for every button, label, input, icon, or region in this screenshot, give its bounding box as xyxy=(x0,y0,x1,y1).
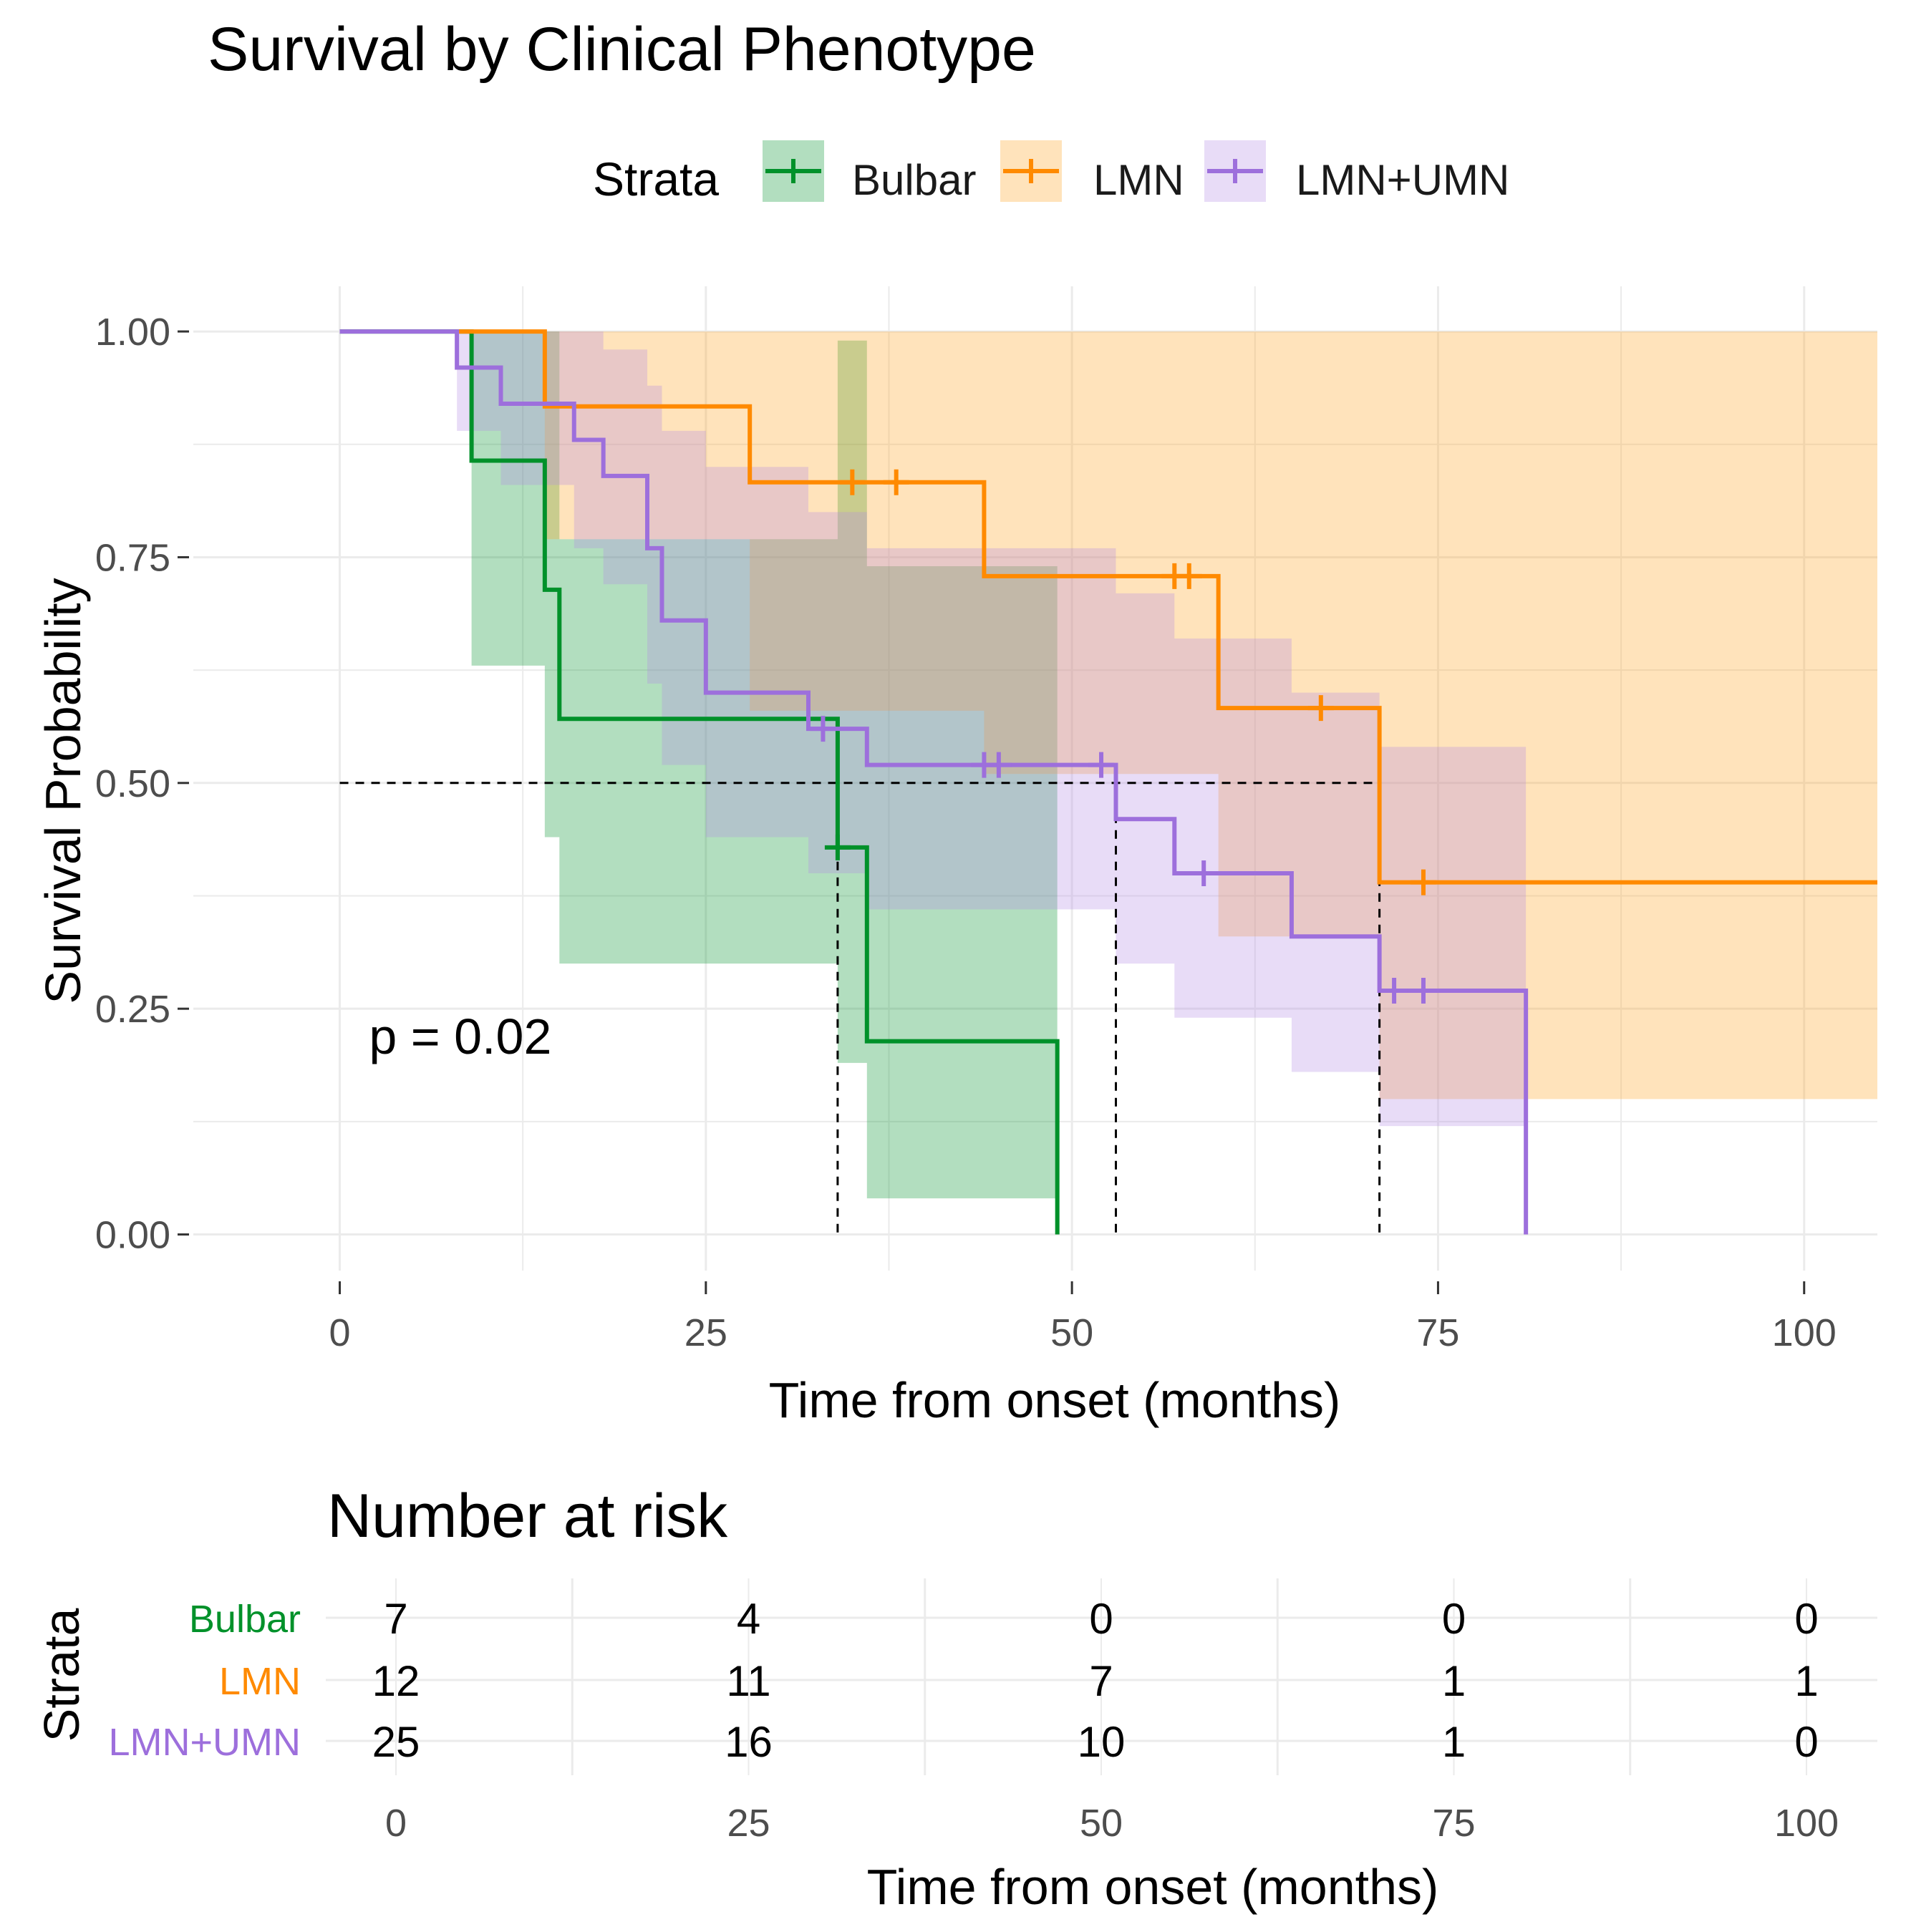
censor-mark xyxy=(824,834,851,860)
censor-mark xyxy=(1191,860,1217,886)
risk-row-bulbar: Bulbar 7 4 0 0 0 xyxy=(189,1595,1819,1643)
curve-lmn xyxy=(457,329,1877,885)
risk-x-tick-label: 100 xyxy=(1774,1802,1839,1845)
y-tick-label: 0.50 xyxy=(95,762,170,805)
risk-row-lmn: LMN 12 11 7 1 1 xyxy=(219,1657,1819,1705)
risk-count: 10 xyxy=(1078,1718,1126,1766)
risk-x-tick-label: 75 xyxy=(1432,1802,1475,1845)
legend-label: LMN+UMN xyxy=(1296,156,1509,204)
risk-count: 16 xyxy=(725,1718,773,1766)
censor-marks xyxy=(810,469,1436,1004)
risk-count: 0 xyxy=(1794,1718,1818,1766)
censor-mark xyxy=(839,469,866,495)
legend-label: Bulbar xyxy=(852,156,976,204)
x-axis-title: Time from onset (months) xyxy=(769,1372,1341,1428)
censor-mark xyxy=(985,752,1012,778)
risk-table-x-title: Time from onset (months) xyxy=(867,1859,1439,1915)
risk-count: 25 xyxy=(372,1718,420,1766)
legend-item-lmn: LMN xyxy=(1000,140,1184,204)
risk-x-tick-label: 0 xyxy=(385,1802,407,1845)
grid xyxy=(193,286,1877,1271)
legend-title: Strata xyxy=(593,152,719,205)
legend-items: Bulbar LMN LMN+UMN xyxy=(763,140,1509,204)
x-tick-label: 50 xyxy=(1050,1311,1093,1354)
censor-mark xyxy=(1176,563,1202,589)
risk-count: 1 xyxy=(1442,1718,1466,1766)
censor-mark xyxy=(883,469,909,495)
ci-band-lmn xyxy=(457,331,1877,1100)
legend: Strata Bulbar LMN LMN+UMN xyxy=(593,140,1509,205)
censor-mark xyxy=(1088,752,1115,778)
ci-band-lmn-umn xyxy=(457,331,1527,1127)
risk-count: 0 xyxy=(1089,1595,1113,1643)
x-tick-label: 0 xyxy=(329,1311,350,1354)
risk-table-title: Number at risk xyxy=(327,1482,728,1550)
y-tick-label: 0.25 xyxy=(95,988,170,1031)
risk-row-label: LMN+UMN xyxy=(108,1721,301,1764)
risk-x-tick-label: 25 xyxy=(727,1802,770,1845)
risk-count: 7 xyxy=(1089,1657,1113,1705)
risk-x-tick-label: 50 xyxy=(1080,1802,1123,1845)
censor-mark xyxy=(810,716,836,742)
ci-band-bulbar xyxy=(471,331,1058,1199)
risk-count: 1 xyxy=(1794,1657,1818,1705)
survival-curves xyxy=(339,329,1877,1235)
y-tick-label: 1.00 xyxy=(95,311,170,354)
risk-count: 0 xyxy=(1794,1595,1818,1643)
plot-panel: 0.00 0.25 0.50 0.75 1.00 0 25 50 75 100 p = 0.02 xyxy=(95,286,1877,1354)
y-tick-label: 0.00 xyxy=(95,1214,170,1257)
risk-table-grid xyxy=(326,1578,1877,1775)
curve-bulbar xyxy=(339,329,1060,1235)
risk-row-label: Bulbar xyxy=(189,1598,301,1641)
confidence-bands xyxy=(457,331,1877,1199)
risk-count: 11 xyxy=(726,1657,770,1705)
x-axis: 0 25 50 75 100 xyxy=(329,1281,1837,1354)
p-value-label: p = 0.02 xyxy=(369,1009,551,1064)
y-axis: 0.00 0.25 0.50 0.75 1.00 xyxy=(95,311,189,1257)
risk-count: 12 xyxy=(372,1657,420,1705)
legend-item-bulbar: Bulbar xyxy=(763,140,976,204)
risk-count: 1 xyxy=(1442,1657,1466,1705)
x-tick-label: 100 xyxy=(1772,1311,1837,1354)
risk-row-lmn-umn: LMN+UMN 25 16 10 1 0 xyxy=(108,1718,1818,1766)
censor-mark xyxy=(1307,695,1334,722)
censor-mark xyxy=(1410,869,1436,895)
risk-count: 7 xyxy=(384,1595,407,1643)
censor-mark xyxy=(1381,977,1408,1004)
x-tick-label: 75 xyxy=(1416,1311,1459,1354)
risk-count: 0 xyxy=(1442,1595,1466,1643)
median-survival-lines xyxy=(339,782,1381,1235)
legend-item-lmn-umn: LMN+UMN xyxy=(1204,140,1509,204)
risk-count: 4 xyxy=(737,1595,760,1643)
risk-row-label: LMN xyxy=(219,1660,301,1703)
x-tick-label: 25 xyxy=(684,1311,727,1354)
censor-mark xyxy=(1410,977,1436,1004)
risk-table-x-axis: 0 25 50 75 100 xyxy=(385,1802,1839,1845)
chart-title: Survival by Clinical Phenotype xyxy=(208,15,1036,84)
y-axis-title: Survival Probability xyxy=(35,578,91,1004)
curve-lmn-umn xyxy=(339,329,1529,1235)
risk-table-y-title: Strata xyxy=(34,1608,90,1742)
legend-label: LMN xyxy=(1093,156,1184,204)
y-tick-label: 0.75 xyxy=(95,536,170,579)
